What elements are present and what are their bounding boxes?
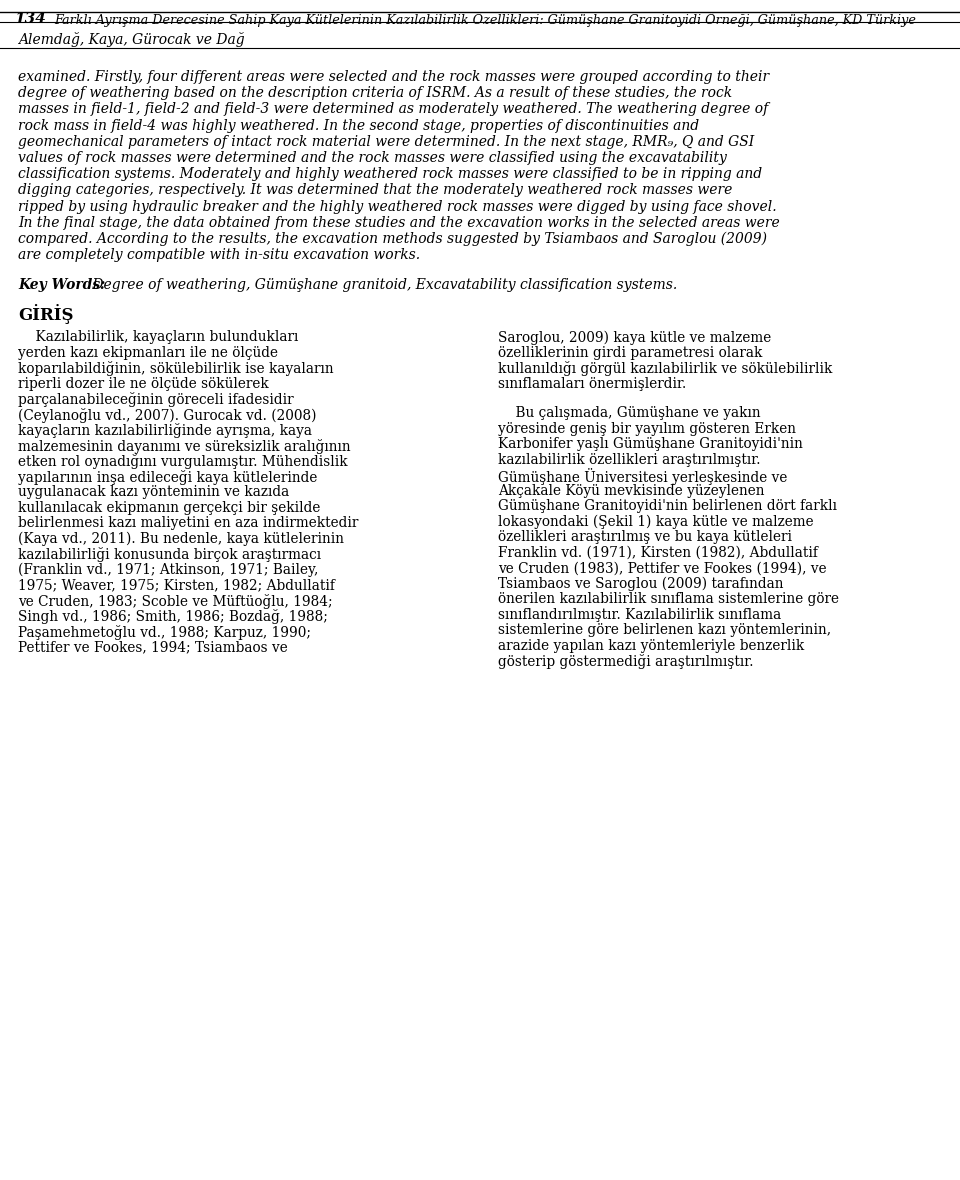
- Text: malzemesinin dayanımı ve süreksizlik aralığının: malzemesinin dayanımı ve süreksizlik ara…: [18, 439, 350, 454]
- Text: degree of weathering based on the description criteria of ISRM. As a result of t: degree of weathering based on the descri…: [18, 86, 732, 100]
- Text: etken rol oynadığını vurgulamıştır. Mühendislik: etken rol oynadığını vurgulamıştır. Mühe…: [18, 454, 348, 470]
- Text: sınıflandırılmıştır. Kazılabilirlik sınıflama: sınıflandırılmıştır. Kazılabilirlik sını…: [498, 608, 781, 622]
- Text: arazide yapılan kazı yöntemleriyle benzerlik: arazide yapılan kazı yöntemleriyle benze…: [498, 638, 804, 653]
- Text: 134: 134: [14, 12, 46, 26]
- Text: In the final stage, the data obtained from these studies and the excavation work: In the final stage, the data obtained fr…: [18, 216, 780, 230]
- Text: Farklı Ayrışma Derecesine Sahip Kaya Kütlelerinin Kazılabilirlik Özellikleri: Gü: Farklı Ayrışma Derecesine Sahip Kaya Küt…: [54, 12, 916, 27]
- Text: önerilen kazılabilirlik sınıflama sistemlerine göre: önerilen kazılabilirlik sınıflama sistem…: [498, 592, 839, 607]
- Text: yapılarının inşa edileceği kaya kütlelerinde: yapılarının inşa edileceği kaya kütleler…: [18, 470, 318, 485]
- Text: digging categories, respectively. It was determined that the moderately weathere: digging categories, respectively. It was…: [18, 183, 732, 197]
- Text: Karbonifer yaşlı Gümüşhane Granitoyidi'nin: Karbonifer yaşlı Gümüşhane Granitoyidi'n…: [498, 438, 803, 452]
- Text: kullanılacak ekipmanın gerçekçi bir şekilde: kullanılacak ekipmanın gerçekçi bir şeki…: [18, 500, 321, 514]
- Text: 1975; Weaver, 1975; Kirsten, 1982; Abdullatif: 1975; Weaver, 1975; Kirsten, 1982; Abdul…: [18, 578, 335, 592]
- Text: Degree of weathering, Gümüşhane granitoid, Excavatability classification systems: Degree of weathering, Gümüşhane granitoi…: [88, 278, 677, 293]
- Text: Franklin vd. (1971), Kirsten (1982), Abdullatif: Franklin vd. (1971), Kirsten (1982), Abd…: [498, 546, 818, 559]
- Text: masses in field-1, field-2 and field-3 were determined as moderately weathered. : masses in field-1, field-2 and field-3 w…: [18, 103, 768, 117]
- Text: Kazılabilirlik, kayaçların bulundukları: Kazılabilirlik, kayaçların bulundukları: [18, 330, 299, 345]
- Text: ripped by using hydraulic breaker and the highly weathered rock masses were digg: ripped by using hydraulic breaker and th…: [18, 199, 777, 214]
- Text: geomechanical parameters of intact rock material were determined. In the next st: geomechanical parameters of intact rock …: [18, 135, 755, 149]
- Text: uygulanacak kazı yönteminin ve kazıda: uygulanacak kazı yönteminin ve kazıda: [18, 485, 289, 499]
- Text: classification systems. Moderately and highly weathered rock masses were classif: classification systems. Moderately and h…: [18, 168, 762, 182]
- Text: rock mass in field-4 was highly weathered. In the second stage, properties of di: rock mass in field-4 was highly weathere…: [18, 119, 699, 132]
- Text: values of rock masses were determined and the rock masses were classified using : values of rock masses were determined an…: [18, 151, 727, 165]
- Text: (Franklin vd., 1971; Atkinson, 1971; Bailey,: (Franklin vd., 1971; Atkinson, 1971; Bai…: [18, 563, 319, 577]
- Text: (Kaya vd., 2011). Bu nedenle, kaya kütlelerinin: (Kaya vd., 2011). Bu nedenle, kaya kütle…: [18, 532, 344, 546]
- Text: belirlenmesi kazı maliyetini en aza indirmektedir: belirlenmesi kazı maliyetini en aza indi…: [18, 517, 358, 530]
- Text: özellikleri araştırılmış ve bu kaya kütleleri: özellikleri araştırılmış ve bu kaya kütl…: [498, 530, 792, 544]
- Text: compared. According to the results, the excavation methods suggested by Tsiambao: compared. According to the results, the …: [18, 232, 767, 247]
- Text: kullanıldığı görgül kazılabilirlik ve sökülebilirlik: kullanıldığı görgül kazılabilirlik ve sö…: [498, 361, 832, 376]
- Text: sistemlerine göre belirlenen kazı yöntemlerinin,: sistemlerine göre belirlenen kazı yöntem…: [498, 623, 831, 637]
- Text: gösterip göstermediği araştırılmıştır.: gösterip göstermediği araştırılmıştır.: [498, 655, 754, 669]
- Text: Gümüşhane Granitoyidi'nin belirlenen dört farklı: Gümüşhane Granitoyidi'nin belirlenen dör…: [498, 499, 837, 513]
- Text: parçalanabileceğinin göreceli ifadesidir: parçalanabileceğinin göreceli ifadesidir: [18, 393, 294, 407]
- Text: Pettifer ve Fookes, 1994; Tsiambaos ve: Pettifer ve Fookes, 1994; Tsiambaos ve: [18, 641, 288, 655]
- Text: Singh vd., 1986; Smith, 1986; Bozdağ, 1988;: Singh vd., 1986; Smith, 1986; Bozdağ, 19…: [18, 609, 328, 624]
- Text: kayaçların kazılabilirliğinde ayrışma, kaya: kayaçların kazılabilirliğinde ayrışma, k…: [18, 424, 312, 439]
- Text: sınıflamaları önermişlerdir.: sınıflamaları önermişlerdir.: [498, 376, 686, 391]
- Text: koparılabildiğinin, sökülebilirlik ise kayaların: koparılabildiğinin, sökülebilirlik ise k…: [18, 361, 334, 376]
- Text: yerden kazı ekipmanları ile ne ölçüde: yerden kazı ekipmanları ile ne ölçüde: [18, 346, 278, 360]
- Text: Gümüşhane Üniversitesi yerleşkesinde ve: Gümüşhane Üniversitesi yerleşkesinde ve: [498, 468, 787, 485]
- Text: Akçakale Köyü mevkisinde yüzeylenen: Akçakale Köyü mevkisinde yüzeylenen: [498, 484, 764, 498]
- Text: Paşamehmetoğlu vd., 1988; Karpuz, 1990;: Paşamehmetoğlu vd., 1988; Karpuz, 1990;: [18, 625, 311, 640]
- Text: GİRİŞ: GİRİŞ: [18, 304, 74, 324]
- Text: Tsiambaos ve Saroglou (2009) tarafından: Tsiambaos ve Saroglou (2009) tarafından: [498, 577, 783, 591]
- Text: riperli dozer ile ne ölçüde sökülerek: riperli dozer ile ne ölçüde sökülerek: [18, 376, 269, 391]
- Text: examined. Firstly, four different areas were selected and the rock masses were g: examined. Firstly, four different areas …: [18, 70, 769, 84]
- Text: kazılabilirlik özellikleri araştırılmıştır.: kazılabilirlik özellikleri araştırılmışt…: [498, 453, 760, 467]
- Text: kazılabilirliği konusunda birçok araştırmacı: kazılabilirliği konusunda birçok araştır…: [18, 548, 322, 563]
- Text: ve Cruden (1983), Pettifer ve Fookes (1994), ve: ve Cruden (1983), Pettifer ve Fookes (19…: [498, 562, 827, 576]
- Text: (Ceylanoğlu vd., 2007). Gurocak vd. (2008): (Ceylanoğlu vd., 2007). Gurocak vd. (200…: [18, 408, 317, 422]
- Text: Key Words:: Key Words:: [18, 278, 106, 293]
- Text: yöresinde geniş bir yayılım gösteren Erken: yöresinde geniş bir yayılım gösteren Erk…: [498, 422, 796, 435]
- Text: Bu çalışmada, Gümüşhane ve yakın: Bu çalışmada, Gümüşhane ve yakın: [498, 406, 760, 420]
- Text: özelliklerinin girdi parametresi olarak: özelliklerinin girdi parametresi olarak: [498, 346, 762, 360]
- Text: lokasyondaki (Şekil 1) kaya kütle ve malzeme: lokasyondaki (Şekil 1) kaya kütle ve mal…: [498, 514, 814, 530]
- Text: are completely compatible with in-situ excavation works.: are completely compatible with in-situ e…: [18, 248, 420, 262]
- Text: ve Cruden, 1983; Scoble ve Müftüoğlu, 1984;: ve Cruden, 1983; Scoble ve Müftüoğlu, 19…: [18, 594, 332, 609]
- Text: Saroglou, 2009) kaya kütle ve malzeme: Saroglou, 2009) kaya kütle ve malzeme: [498, 330, 771, 345]
- Text: Alemdağ, Kaya, Gürocak ve Dağ: Alemdağ, Kaya, Gürocak ve Dağ: [18, 32, 245, 47]
